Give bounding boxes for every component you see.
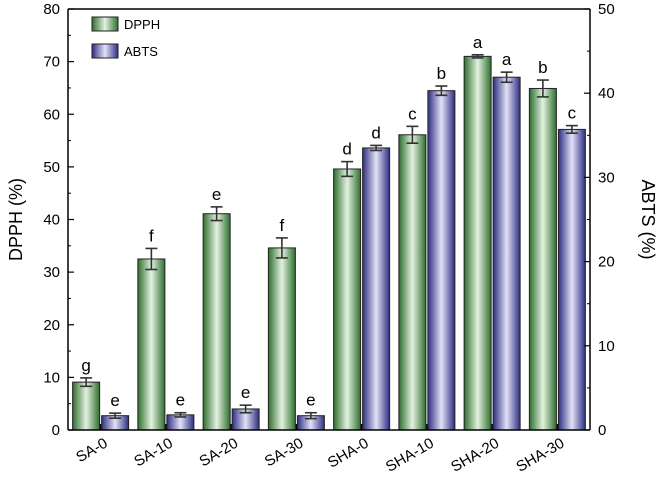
bar-abts-sha-20 xyxy=(492,76,521,431)
legend-label-abts: ABTS xyxy=(124,44,158,59)
y2-tick-label: 0 xyxy=(598,422,606,439)
bars-layer xyxy=(72,53,586,431)
significance-letter: c xyxy=(408,104,417,123)
significance-letter: a xyxy=(473,33,483,52)
x-tick-label: SHA-20 xyxy=(448,435,502,476)
legend: DPPH ABTS xyxy=(91,16,160,59)
bar-abts-sha-0 xyxy=(362,147,391,431)
x-tick-label: SA-10 xyxy=(131,435,176,471)
y-tick-label: 70 xyxy=(43,54,60,71)
significance-letter: e xyxy=(212,185,221,204)
bar-abts-sha-30 xyxy=(557,128,586,431)
x-tick-label: SA-0 xyxy=(73,435,110,466)
x-tick-label: SA-20 xyxy=(197,435,242,471)
x-tick-label: SHA-30 xyxy=(513,435,567,476)
bar-dpph-sha-10 xyxy=(398,134,427,431)
y-tick-label: 20 xyxy=(43,317,60,334)
significance-letter: d xyxy=(342,140,351,159)
y-tick-label: 0 xyxy=(52,422,60,439)
y2-tick-label: 40 xyxy=(598,85,615,102)
significance-letter: g xyxy=(81,356,90,375)
significance-letter: d xyxy=(371,123,380,142)
legend-swatch-abts xyxy=(91,43,119,59)
legend-label-dpph: DPPH xyxy=(124,17,160,32)
y-tick-label: 80 xyxy=(43,1,60,18)
significance-letter: b xyxy=(538,58,547,77)
y2-tick-label: 50 xyxy=(598,1,615,18)
significance-letter: e xyxy=(110,391,119,410)
bar-dpph-sha-20 xyxy=(463,55,492,431)
bar-dpph-sa-0 xyxy=(72,381,101,431)
legend-swatch-dpph xyxy=(91,16,119,32)
significance-letter: c xyxy=(568,104,577,123)
bar-dpph-sa-10 xyxy=(137,258,166,431)
x-tick-label: SHA-10 xyxy=(383,435,437,476)
bar-dpph-sa-20 xyxy=(202,213,231,431)
x-tick-label: SA-30 xyxy=(262,435,307,471)
y2-axis-title: ABTS (%) xyxy=(638,179,658,259)
significance-letter: e xyxy=(176,391,185,410)
y-axis-title: DPPH (%) xyxy=(6,178,26,261)
bar-dpph-sha-0 xyxy=(333,168,362,431)
y2-tick-label: 10 xyxy=(598,338,615,355)
y-tick-label: 50 xyxy=(43,159,60,176)
y-tick-label: 60 xyxy=(43,106,60,123)
axes-layer xyxy=(67,8,591,431)
significance-letter: a xyxy=(502,50,512,69)
significance-letter: e xyxy=(241,383,250,402)
y-tick-label: 10 xyxy=(43,369,60,386)
bar-dpph-sa-30 xyxy=(267,247,296,431)
y2-tick-label: 20 xyxy=(598,254,615,271)
y-tick-label: 40 xyxy=(43,212,60,229)
significance-letter: b xyxy=(437,64,446,83)
x-tick-label: SHA-0 xyxy=(325,435,372,472)
significance-letter: e xyxy=(306,391,315,410)
y2-tick-label: 30 xyxy=(598,169,615,186)
y-tick-label: 30 xyxy=(43,264,60,281)
bar-dpph-sha-30 xyxy=(528,87,557,431)
significance-letter: f xyxy=(149,226,154,245)
significance-letter: f xyxy=(280,216,285,235)
bar-abts-sha-10 xyxy=(427,90,456,431)
